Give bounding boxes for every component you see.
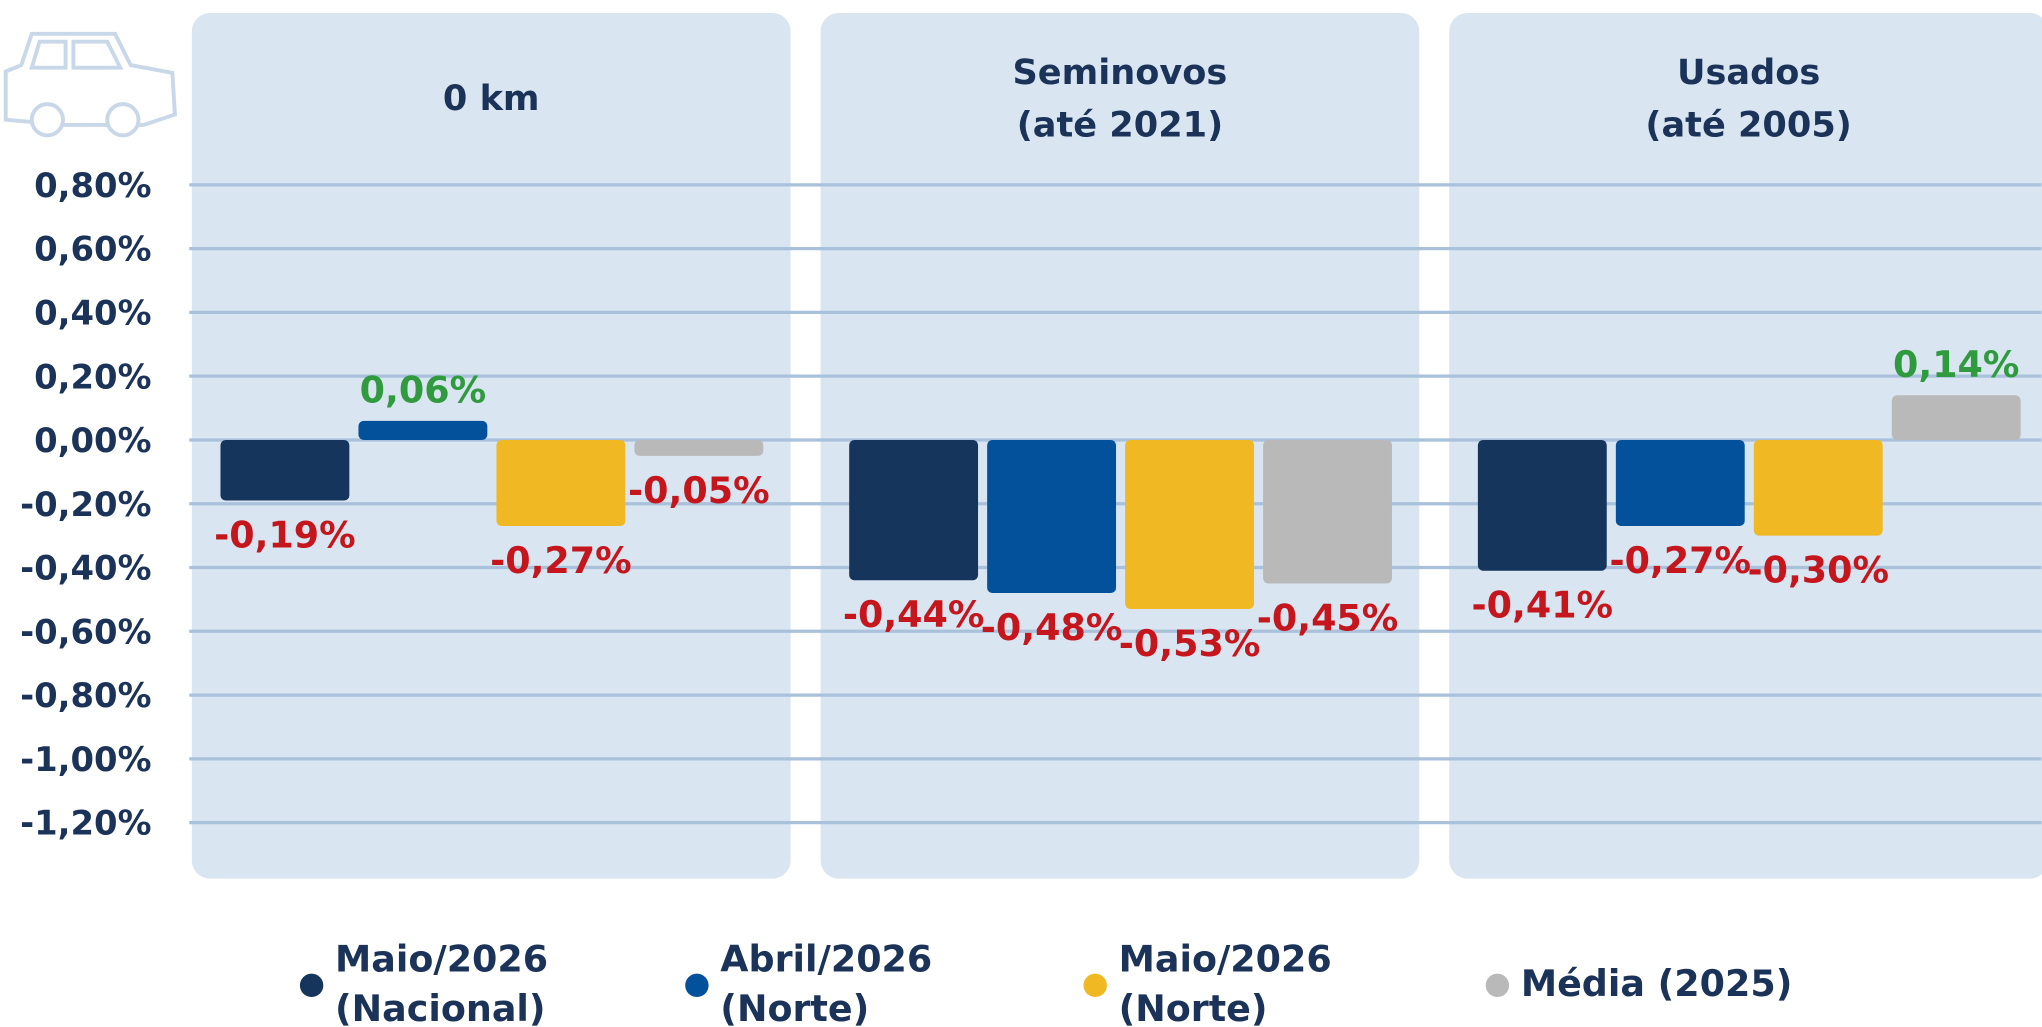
car-icon <box>3 31 177 138</box>
value-label: -0,05% <box>628 469 770 512</box>
text-line: Maio/2026 <box>335 937 548 980</box>
text-line: Maio/2026 <box>1119 937 1332 980</box>
value-label: -0,53% <box>1119 622 1261 665</box>
bar <box>987 439 1117 594</box>
legend-marker <box>685 973 709 998</box>
legend-label: Maio/2026 (Nacional) <box>335 937 548 1027</box>
value-label: -0,27% <box>1610 539 1752 582</box>
y-tick-label: 0,60% <box>34 230 151 269</box>
value-label: -0,27% <box>490 539 632 582</box>
legend-label: Média (2025) <box>1521 962 1793 1005</box>
text-line: (Norte) <box>1119 987 1268 1027</box>
panel <box>191 13 791 879</box>
text-line: Abril/2026 <box>720 937 932 980</box>
y-tick-label: 0,20% <box>34 357 151 396</box>
y-tick-label: -0,80% <box>20 676 151 715</box>
value-label: 0,14% <box>1893 343 2019 386</box>
bar <box>1891 395 2021 440</box>
y-tick-label: 0,00% <box>34 421 151 460</box>
y-tick-label: -0,20% <box>20 485 151 524</box>
text-line: Seminovos <box>1013 52 1228 93</box>
legend-marker <box>1083 973 1107 998</box>
legend-label: Maio/2026 (Norte) <box>1119 937 1332 1027</box>
value-label: 0,06% <box>360 369 486 412</box>
value-label: -0,30% <box>1747 549 1889 592</box>
legend-marker <box>299 973 324 998</box>
bar <box>1477 439 1607 571</box>
y-tick-label: -1,20% <box>20 804 151 843</box>
value-label: -0,48% <box>981 606 1123 649</box>
bar <box>496 439 626 527</box>
category-label: 0 km <box>443 78 540 119</box>
y-tick-label: -0,60% <box>20 612 151 651</box>
panel <box>1449 13 2042 879</box>
category-label: Seminovos (até 2021) <box>1013 52 1228 145</box>
y-tick-label: -1,00% <box>20 740 151 779</box>
bar <box>1615 439 1745 527</box>
bar <box>1263 439 1392 584</box>
legend-marker <box>1485 973 1510 998</box>
bar <box>1753 439 1883 536</box>
value-label: -0,45% <box>1257 596 1399 639</box>
y-tick-label: -0,40% <box>20 549 151 588</box>
value-label: -0,44% <box>843 593 985 636</box>
y-tick-label: 0,80% <box>34 166 151 205</box>
bar <box>220 439 350 501</box>
panel <box>820 13 1420 879</box>
text-line: (Norte) <box>720 987 869 1027</box>
bar <box>358 420 488 440</box>
value-label: -0,41% <box>1472 584 1614 627</box>
text-line: (até 2005) <box>1645 104 1851 145</box>
bar <box>849 439 979 581</box>
value-label: -0,19% <box>214 513 356 556</box>
legend-label: Abril/2026 (Norte) <box>720 937 932 1027</box>
bar <box>1125 439 1254 609</box>
bar <box>634 439 764 456</box>
y-tick-label: 0,40% <box>34 293 151 332</box>
category-label: Usados (até 2005) <box>1645 52 1851 145</box>
text-line: (até 2021) <box>1017 104 1223 145</box>
text-line: Usados <box>1677 52 1820 93</box>
text-line: (Nacional) <box>335 987 546 1027</box>
